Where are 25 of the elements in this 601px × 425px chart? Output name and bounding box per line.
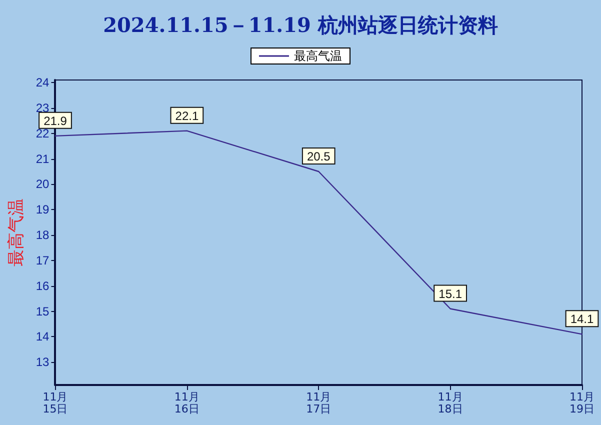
y-tick-label: 24 [36,76,50,90]
y-tick-label: 21 [36,152,50,166]
data-label: 21.9 [44,114,68,128]
y-tick-label: 20 [36,177,50,192]
y-tick-label: 17 [36,253,50,268]
data-label: 14.1 [570,312,594,326]
y-tick-label: 15 [36,304,50,318]
data-label: 15.1 [438,286,462,301]
y-axis-title: 最高气温 [6,198,26,266]
x-tick-label: 11月 18日 [438,390,463,416]
data-label: 22.1 [175,108,199,123]
x-tick-label: 11月 19日 [570,390,594,416]
y-tick-label: 22 [36,126,50,140]
x-tick-label: 11月 17日 [306,390,332,416]
data-label: 20.5 [306,150,331,164]
y-tick-label: 19 [36,202,50,217]
legend-label: 最高气温 [294,49,342,63]
x-tick-label: 11月 15日 [42,390,68,416]
y-tick-label: 13 [36,355,50,370]
x-tick-label: 11月 16日 [174,390,200,416]
y-tick-label: 23 [36,100,50,115]
chart-title: 2024.11.15－11.19 杭州站逐日统计资料 [103,13,498,37]
y-tick-label: 16 [36,278,50,293]
y-tick-label: 14 [36,330,50,344]
y-tick-label: 18 [36,228,50,242]
